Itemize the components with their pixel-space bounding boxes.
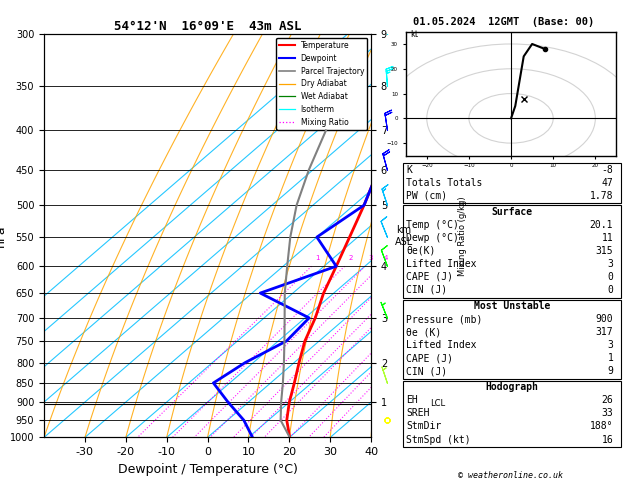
Text: -8: -8 (601, 165, 613, 175)
Text: 20.1: 20.1 (590, 220, 613, 229)
Text: K: K (406, 165, 412, 175)
Text: kt: kt (410, 30, 418, 38)
Text: θe (K): θe (K) (406, 327, 442, 337)
Text: 9: 9 (608, 366, 613, 376)
Text: 11: 11 (601, 233, 613, 243)
Text: 3: 3 (608, 259, 613, 269)
Text: Lifted Index: Lifted Index (406, 340, 477, 350)
Text: PW (cm): PW (cm) (406, 191, 447, 201)
Text: 01.05.2024  12GMT  (Base: 00): 01.05.2024 12GMT (Base: 00) (413, 17, 594, 27)
Text: Mixing Ratio (g/kg): Mixing Ratio (g/kg) (458, 196, 467, 276)
Text: 26: 26 (601, 396, 613, 405)
Text: 3: 3 (608, 340, 613, 350)
Text: Temp (°C): Temp (°C) (406, 220, 459, 229)
Text: © weatheronline.co.uk: © weatheronline.co.uk (459, 471, 563, 480)
X-axis label: Dewpoint / Temperature (°C): Dewpoint / Temperature (°C) (118, 463, 298, 476)
Legend: Temperature, Dewpoint, Parcel Trajectory, Dry Adiabat, Wet Adiabat, Isotherm, Mi: Temperature, Dewpoint, Parcel Trajectory… (276, 38, 367, 130)
Text: Dewp (°C): Dewp (°C) (406, 233, 459, 243)
Text: 4: 4 (384, 255, 388, 260)
Text: Surface: Surface (491, 207, 533, 217)
Text: Lifted Index: Lifted Index (406, 259, 477, 269)
Text: CIN (J): CIN (J) (406, 285, 447, 295)
Text: CAPE (J): CAPE (J) (406, 272, 454, 282)
Text: CIN (J): CIN (J) (406, 366, 447, 376)
Text: 188°: 188° (590, 421, 613, 432)
Text: Most Unstable: Most Unstable (474, 301, 550, 311)
Text: 1: 1 (608, 353, 613, 363)
Text: SREH: SREH (406, 408, 430, 418)
Text: Hodograph: Hodograph (486, 382, 538, 392)
Text: 1: 1 (315, 255, 320, 260)
Y-axis label: km
ASL: km ASL (394, 225, 413, 246)
Text: CAPE (J): CAPE (J) (406, 353, 454, 363)
Text: θe(K): θe(K) (406, 245, 436, 256)
Text: 0: 0 (608, 285, 613, 295)
Y-axis label: hPa: hPa (0, 225, 7, 247)
Text: 0: 0 (608, 272, 613, 282)
Text: Totals Totals: Totals Totals (406, 178, 482, 188)
Text: 47: 47 (601, 178, 613, 188)
Text: 900: 900 (596, 314, 613, 324)
Text: StmSpd (kt): StmSpd (kt) (406, 434, 471, 445)
Text: 16: 16 (601, 434, 613, 445)
Text: EH: EH (406, 396, 418, 405)
Text: StmDir: StmDir (406, 421, 442, 432)
Title: 54°12'N  16°09'E  43m ASL: 54°12'N 16°09'E 43m ASL (114, 20, 301, 33)
Text: 1.78: 1.78 (590, 191, 613, 201)
Text: 317: 317 (596, 327, 613, 337)
Text: 2: 2 (348, 255, 352, 260)
Text: 315: 315 (596, 245, 613, 256)
Text: 33: 33 (601, 408, 613, 418)
Text: 3: 3 (369, 255, 373, 260)
Text: LCL: LCL (430, 399, 445, 408)
Text: Pressure (mb): Pressure (mb) (406, 314, 482, 324)
